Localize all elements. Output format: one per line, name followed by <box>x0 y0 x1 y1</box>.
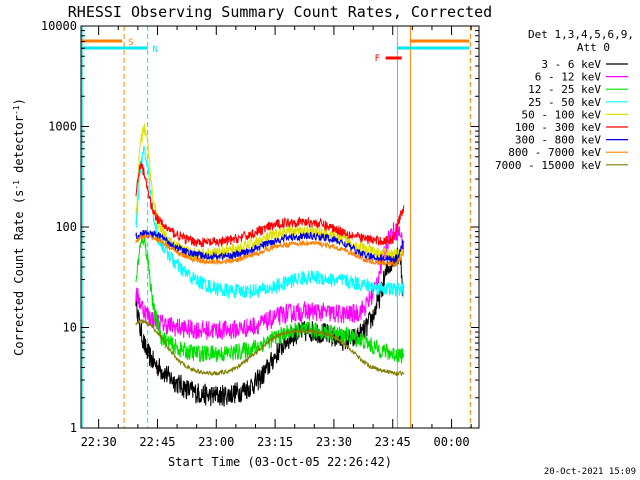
x-tick-label: 23:15 <box>257 435 293 449</box>
series-line <box>135 145 405 300</box>
series-line <box>135 229 405 263</box>
series-line <box>135 319 405 377</box>
x-tick-label: 00:00 <box>433 435 469 449</box>
y-axis-label-mid: detector <box>12 115 26 180</box>
series-line <box>135 162 405 248</box>
chart-title: RHESSI Observing Summary Count Rates, Co… <box>68 3 492 21</box>
x-axis-label: Start Time (03-Oct-05 22:26:42) <box>168 455 392 469</box>
night-label: N <box>153 45 158 55</box>
saa-label: S <box>128 38 133 48</box>
y-tick-label: 1000 <box>48 120 77 134</box>
flare-label: F <box>375 54 380 64</box>
legend-label: 7000 - 15000 keV <box>495 159 601 172</box>
legend-label: 50 - 100 keV <box>522 108 602 121</box>
y-tick-label: 10000 <box>41 19 77 33</box>
series-line <box>135 222 405 340</box>
legend-header-line1: Det 1,3,4,5,6,9, <box>528 28 634 41</box>
y-tick-label: 10 <box>63 321 77 335</box>
legend-label: 6 - 12 keV <box>535 71 602 84</box>
y-tick-label: 1 <box>70 421 77 435</box>
legend-label: 100 - 300 keV <box>515 121 601 134</box>
timestamp: 20-Oct-2021 15:09 <box>544 467 636 477</box>
legend-label: 25 - 50 keV <box>528 96 601 109</box>
legend-header-line2: Att 0 <box>577 41 610 54</box>
x-tick-label: 23:45 <box>375 435 411 449</box>
y-axis-label-sup1: -1 <box>12 180 21 190</box>
series-group <box>135 123 405 407</box>
series-line <box>135 233 405 268</box>
legend-label: 3 - 6 keV <box>541 58 601 71</box>
y-axis-label-end: ) <box>12 98 26 105</box>
legend-label: 800 - 7000 keV <box>508 146 601 159</box>
axes: 1 10 100 1000 10000 22:30 22:45 23:00 23:15 23:30… <box>41 19 479 449</box>
observing-flags: S N F <box>81 26 471 428</box>
x-tick-label: 22:30 <box>81 435 117 449</box>
x-tick-label: 23:30 <box>316 435 352 449</box>
y-tick-label: 100 <box>55 220 77 234</box>
x-tick-label: 22:45 <box>139 435 175 449</box>
y-axis-label-main: Corrected Count Rate (s <box>12 190 26 356</box>
x-tick-label: 23:00 <box>198 435 234 449</box>
legend-label: 12 - 25 keV <box>528 83 601 96</box>
series-line <box>135 234 405 364</box>
legend-label: 300 - 800 keV <box>515 134 601 147</box>
y-axis-label-sup2: -1 <box>12 105 21 115</box>
y-axis-label: Corrected Count Rate (s-1 detector-1) <box>12 98 27 356</box>
